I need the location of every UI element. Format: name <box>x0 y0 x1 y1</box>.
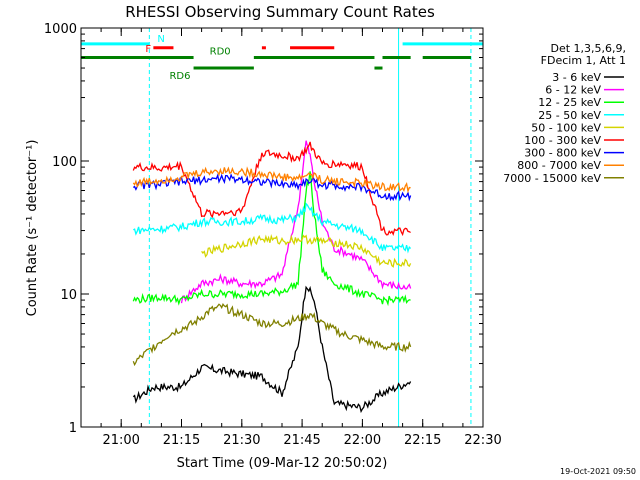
x-tick-label: 22:00 <box>344 433 381 448</box>
x-tick-label: 21:30 <box>223 433 260 448</box>
series-line-800-7000-kev <box>132 166 411 194</box>
y-tick-label: 100 <box>52 155 77 170</box>
legend-label: 7000 - 15000 keV <box>503 172 601 185</box>
legend-header-line-2: FDecim 1, Att 1 <box>541 54 626 67</box>
series-line-6-12-kev <box>180 140 412 304</box>
series-line-25-50-kev <box>133 202 412 254</box>
x-tick-label: 21:00 <box>102 433 139 448</box>
legend-label: 12 - 25 keV <box>538 96 601 109</box>
y-axis-label: Count Rate (s⁻¹ detector⁻¹) <box>25 140 40 317</box>
y-tick-label: 1000 <box>44 22 77 37</box>
footer-timestamp: 19-Oct-2021 09:50 <box>560 467 636 476</box>
series-line-100-300-kev <box>132 141 411 237</box>
series-line-7000-15000-kev <box>132 303 412 367</box>
legend-label: 800 - 7000 keV <box>517 159 601 172</box>
legend-label: 50 - 100 keV <box>531 121 601 134</box>
series-line-3-6-kev <box>132 285 412 414</box>
legend: Det 1,3,5,6,9, FDecim 1, Att 1 3 - 6 keV… <box>503 42 626 185</box>
legend-label: 25 - 50 keV <box>538 109 601 122</box>
plot-area: NF RD0 RD6 <box>80 28 483 427</box>
x-tick-label: 22:15 <box>404 433 441 448</box>
flag-label-n: N <box>157 34 164 45</box>
legend-label: 3 - 6 keV <box>552 71 601 84</box>
flag-label-rd6: RD6 <box>169 71 190 82</box>
series-line-50-100-kev <box>201 233 412 268</box>
flag-label-rd0: RD0 <box>210 47 231 58</box>
legend-label: 6 - 12 keV <box>545 84 601 97</box>
y-axis: 1 10 100 1000 <box>44 22 483 436</box>
y-tick-label: 10 <box>60 288 77 303</box>
x-tick-label: 21:15 <box>163 433 200 448</box>
chart-title: RHESSI Observing Summary Count Rates <box>125 3 435 21</box>
y-tick-label: 1 <box>69 421 77 436</box>
x-axis-label: Start Time (09-Mar-12 20:50:02) <box>177 456 388 471</box>
legend-header-line-1: Det 1,3,5,6,9, <box>550 42 626 55</box>
series-line-300-800-kev <box>132 173 412 202</box>
flag-label-f: F <box>145 44 151 55</box>
legend-label: 100 - 300 keV <box>524 134 601 147</box>
x-tick-label: 21:45 <box>283 433 320 448</box>
x-axis: 21:00 21:15 21:30 21:45 22:00 22:15 22:30 <box>80 28 502 448</box>
legend-label: 300 - 800 keV <box>524 147 601 160</box>
series-line-12-25-kev <box>132 171 411 307</box>
x-tick-label: 22:30 <box>464 433 501 448</box>
